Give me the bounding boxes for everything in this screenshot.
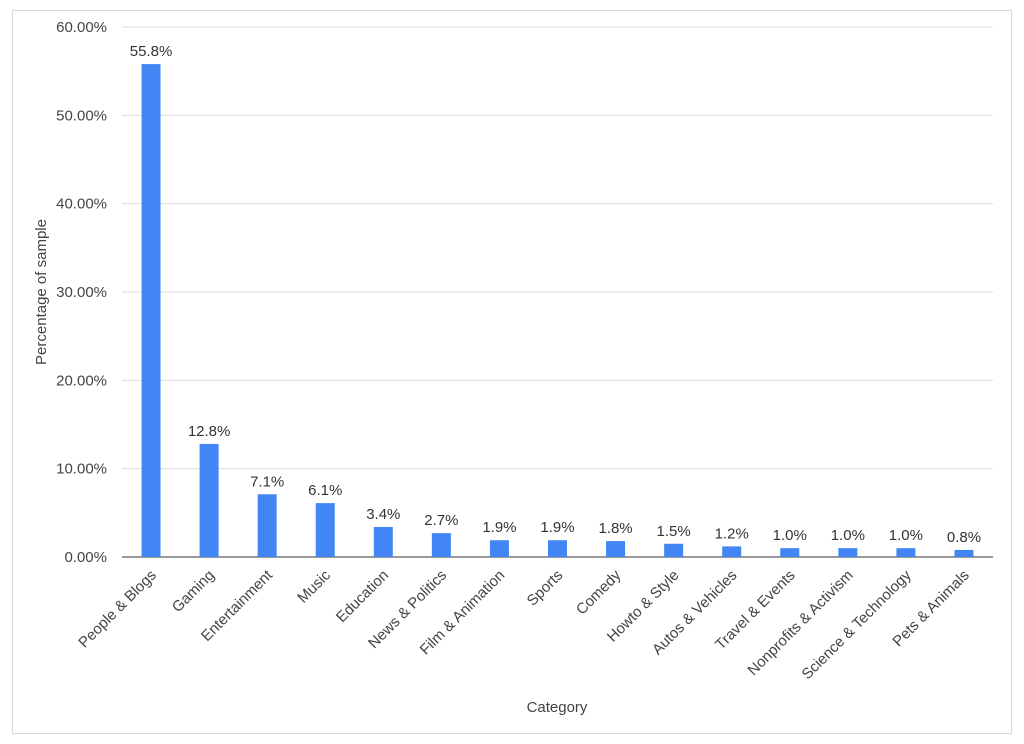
data-label: 1.9%	[540, 519, 574, 536]
y-tick-label: 30.00%	[56, 284, 107, 301]
data-label: 6.1%	[308, 482, 342, 499]
bar	[199, 443, 219, 557]
x-tick-label: Gaming	[169, 567, 218, 616]
data-label: 1.8%	[598, 520, 632, 537]
bar	[896, 548, 916, 557]
data-label: 0.8%	[947, 529, 981, 546]
data-label: 12.8%	[188, 423, 231, 440]
data-label: 1.5%	[657, 523, 691, 540]
data-labels: 55.8% 12.8% 7.1% 6.1% 3.4% 2.7% 1.9% 1.9% 1.8% 1.…	[130, 43, 981, 546]
data-label: 1.9%	[482, 519, 516, 536]
data-label: 1.2%	[715, 525, 749, 542]
data-label: 7.1%	[250, 473, 284, 490]
y-axis-title: Percentage of sample	[33, 219, 50, 365]
bar	[664, 543, 684, 557]
data-label: 1.0%	[773, 527, 807, 544]
bar	[780, 548, 800, 557]
bars	[141, 64, 974, 557]
data-label: 55.8%	[130, 43, 173, 60]
data-label: 1.0%	[831, 527, 865, 544]
y-tick-label: 10.00%	[56, 461, 107, 478]
bar	[606, 541, 626, 557]
bar	[257, 494, 277, 557]
x-tick-label: Education	[333, 567, 392, 626]
y-tick-label: 50.00%	[56, 107, 107, 124]
bar	[315, 503, 335, 557]
chart-frame	[12, 10, 1012, 734]
data-label: 2.7%	[424, 512, 458, 529]
bar	[489, 540, 509, 557]
x-tick-label: Science & Technology	[799, 566, 916, 683]
y-tick-label: 40.00%	[56, 196, 107, 213]
x-axis-title: Category	[527, 699, 588, 716]
x-tick-label: Music	[294, 566, 334, 606]
bar	[838, 548, 858, 557]
y-tick-label: 20.00%	[56, 372, 107, 389]
x-tick-label: Sports	[524, 567, 567, 610]
y-axis-ticks: 0.00% 10.00% 20.00% 30.00% 40.00% 50.00% 60.00…	[56, 19, 107, 566]
x-tick-label: Comedy	[573, 566, 625, 618]
bar	[954, 549, 974, 557]
x-tick-label: Nonprofits & Activism	[744, 567, 856, 679]
x-tick-label: People & Blogs	[75, 567, 160, 652]
y-tick-label: 0.00%	[64, 549, 107, 566]
data-label: 1.0%	[889, 527, 923, 544]
y-tick-label: 60.00%	[56, 19, 107, 36]
bar	[431, 533, 451, 557]
bar	[548, 540, 567, 557]
bar	[722, 546, 742, 557]
data-label: 3.4%	[366, 506, 400, 523]
bar	[141, 64, 161, 557]
bar	[373, 526, 393, 557]
